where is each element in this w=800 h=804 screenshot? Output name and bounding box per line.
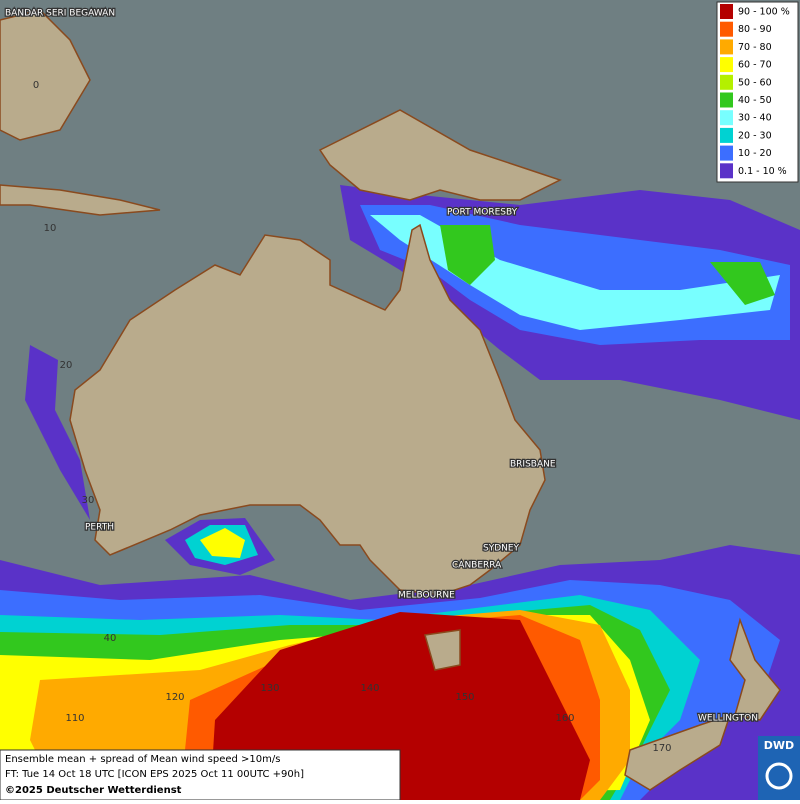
legend-label: 40 - 50 — [738, 95, 772, 106]
place-label: BRISBANE — [510, 460, 556, 470]
legend-label: 20 - 30 — [738, 130, 772, 141]
place-label: BANDAR SERI BEGAWAN — [5, 9, 115, 19]
info-line: ©2025 Deutscher Wetterdienst — [5, 785, 182, 796]
grid-label: 120 — [165, 692, 184, 703]
wind-area — [370, 215, 780, 330]
new-guinea — [318, 109, 562, 201]
grid-label: 0 — [33, 80, 39, 91]
place-label: PERTH — [85, 523, 114, 533]
legend-swatch — [720, 57, 733, 73]
place-label: CANBERRA — [452, 561, 502, 571]
legend-label: 80 - 90 — [738, 24, 772, 35]
australia — [69, 223, 546, 596]
legend-swatch — [720, 39, 733, 55]
place-label: PORT MORESBY — [447, 208, 518, 218]
legend-swatch — [720, 127, 733, 143]
wind-area — [440, 225, 495, 285]
legend-swatch — [720, 163, 733, 179]
info-box — [0, 749, 401, 801]
grid-label: 110 — [65, 713, 84, 724]
legend-swatch — [720, 145, 733, 161]
legend-label: 70 - 80 — [738, 42, 772, 53]
legend-label: 50 - 60 — [738, 77, 772, 88]
legend-label: 10 - 20 — [738, 148, 772, 159]
info-line: FT: Tue 14 Oct 18 UTC [ICON EPS 2025 Oct… — [5, 769, 304, 780]
grid-label: 30 — [82, 495, 95, 506]
grid-label: 130 — [260, 683, 279, 694]
legend-label: 30 - 40 — [738, 113, 772, 124]
legend-swatch — [720, 92, 733, 108]
logo-icon — [765, 762, 793, 790]
nz-north — [729, 617, 781, 721]
place-label: MELBOURNE — [398, 591, 455, 601]
legend-label: 90 - 100 % — [738, 7, 790, 18]
legend-swatch — [720, 74, 733, 90]
legend-swatch — [720, 21, 733, 37]
legend-swatch — [720, 4, 733, 19]
grid-label: 40 — [104, 633, 117, 644]
borneo — [0, 9, 91, 141]
grid-label: 20 — [60, 360, 73, 371]
logo: DWD — [764, 739, 794, 752]
legend-label: 60 - 70 — [738, 60, 772, 71]
islands — [0, 184, 161, 216]
tasmania — [424, 629, 461, 671]
wind-area — [25, 345, 90, 520]
grid-label: 170 — [652, 743, 671, 754]
place-label: WELLINGTON — [698, 714, 758, 724]
grid-label: 140 — [360, 683, 379, 694]
grid-label: 160 — [555, 713, 574, 724]
place-label: SYDNEY — [483, 544, 520, 554]
grid-label: 10 — [44, 223, 57, 234]
info-line: Ensemble mean + spread of Mean wind spee… — [5, 754, 280, 765]
wind-area — [200, 528, 245, 558]
legend-swatch — [720, 110, 733, 126]
legend-label: 0.1 - 10 % — [738, 166, 787, 177]
nz-south — [624, 713, 732, 791]
wind-area — [710, 262, 775, 305]
grid-label: 150 — [455, 692, 474, 703]
